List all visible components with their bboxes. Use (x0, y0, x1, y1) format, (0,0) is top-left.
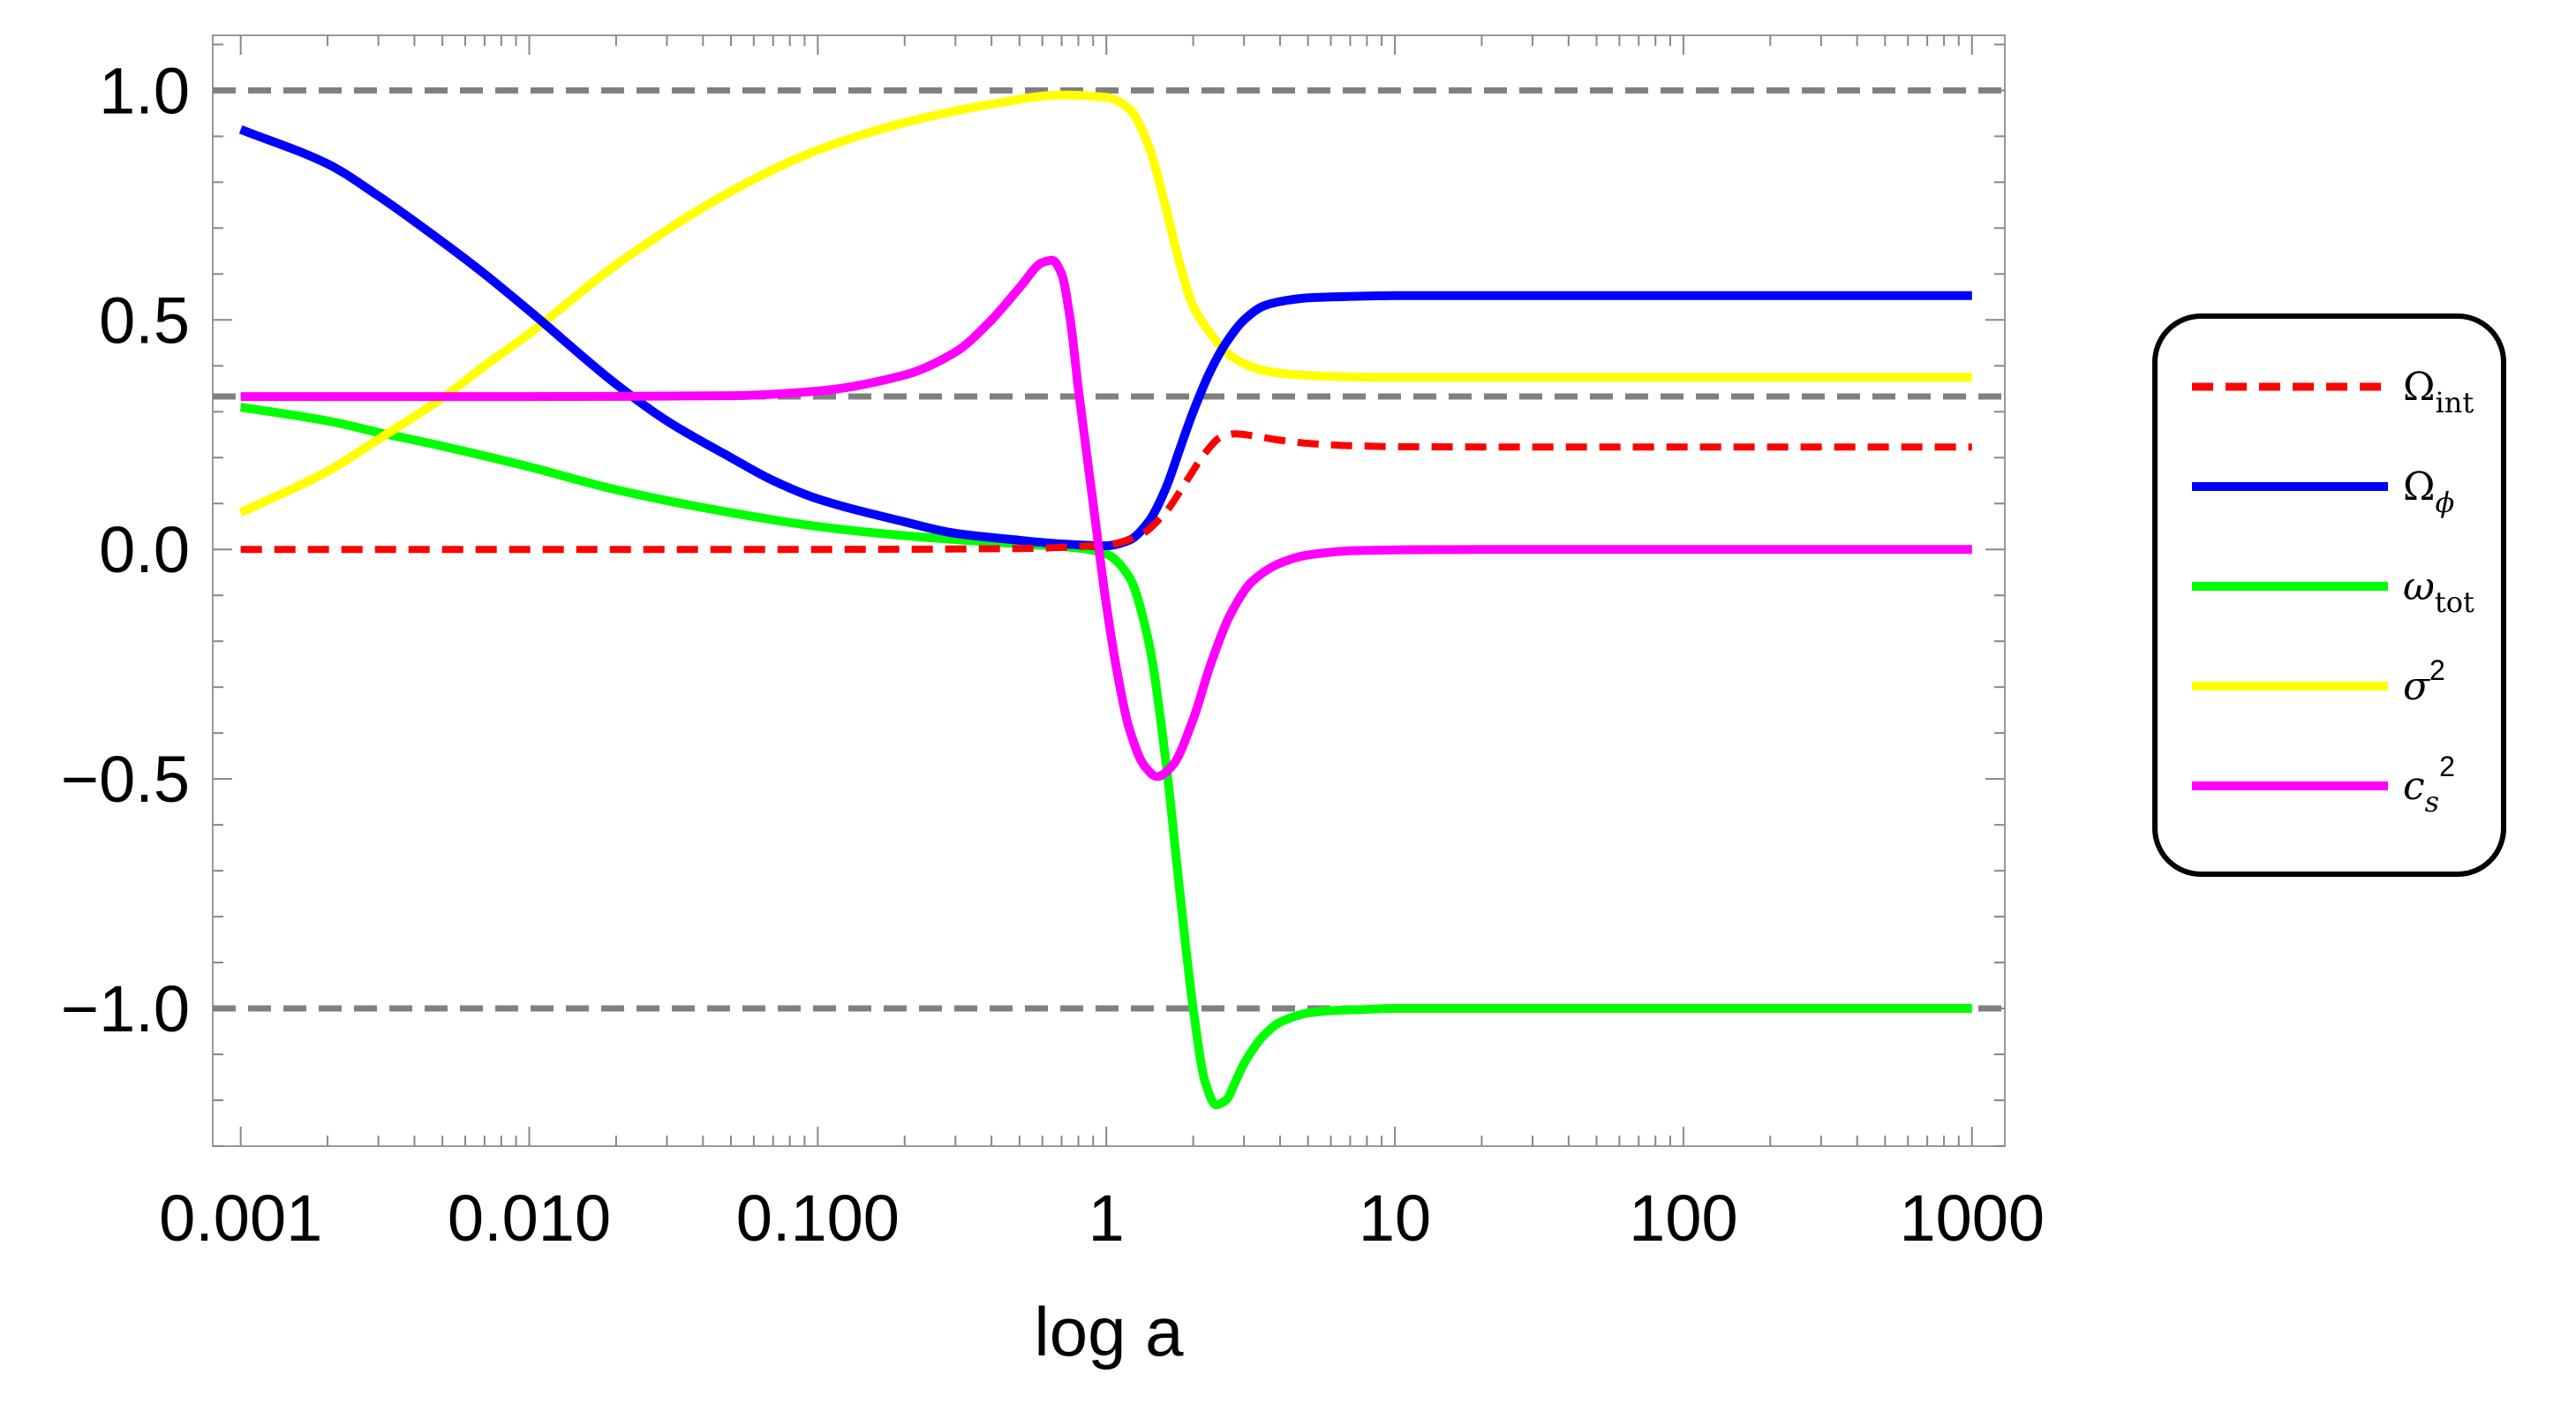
y-tick-label: −1.0 (61, 972, 190, 1045)
series-line-4 (240, 255, 1972, 781)
legend-label: cs2 (2403, 751, 2455, 819)
x-tick-label: 0.100 (736, 1181, 900, 1255)
x-axis-tick-labels: 0.001 0.010 0.100 1 10 100 1000 (159, 1181, 2045, 1255)
series-line-3 (238, 90, 1972, 517)
y-tick-label: 1.0 (99, 54, 190, 127)
legend-label: Ωint (2403, 365, 2474, 419)
y-tick-label: −0.5 (61, 743, 190, 816)
series-line-2 (239, 403, 1972, 1110)
legend: Ωint Ωϕ ωtot σ2 cs2 (2152, 313, 2506, 877)
legend-item: ωtot (2192, 564, 2474, 619)
x-axis-title: log a (1034, 1293, 1184, 1370)
legend-item: Ωϕ (2192, 464, 2454, 519)
x-tick-label: 1000 (1899, 1181, 2045, 1255)
x-tick-label: 0.001 (159, 1181, 322, 1255)
series-lines (238, 90, 1972, 1110)
series-line-0 (240, 430, 1972, 554)
legend-label: σ2 (2403, 654, 2445, 709)
y-axis-tick-labels: −1.0 −0.5 0.0 0.5 1.0 (61, 54, 190, 1045)
x-tick-label: 0.010 (448, 1181, 611, 1255)
y-tick-label: 0.0 (99, 513, 190, 586)
legend-label: Ωϕ (2403, 464, 2454, 519)
legend-box (2152, 313, 2506, 877)
legend-label: ωtot (2403, 564, 2474, 619)
x-tick-label: 10 (1359, 1181, 1431, 1255)
y-tick-label: 0.5 (99, 283, 190, 357)
x-tick-label: 1 (1088, 1181, 1125, 1255)
axis-ticks (213, 35, 2005, 1147)
x-tick-label: 100 (1629, 1181, 1737, 1255)
legend-item: σ2 (2192, 654, 2445, 709)
legend-item: Ωint (2192, 365, 2474, 419)
legend-item: cs2 (2192, 751, 2455, 819)
